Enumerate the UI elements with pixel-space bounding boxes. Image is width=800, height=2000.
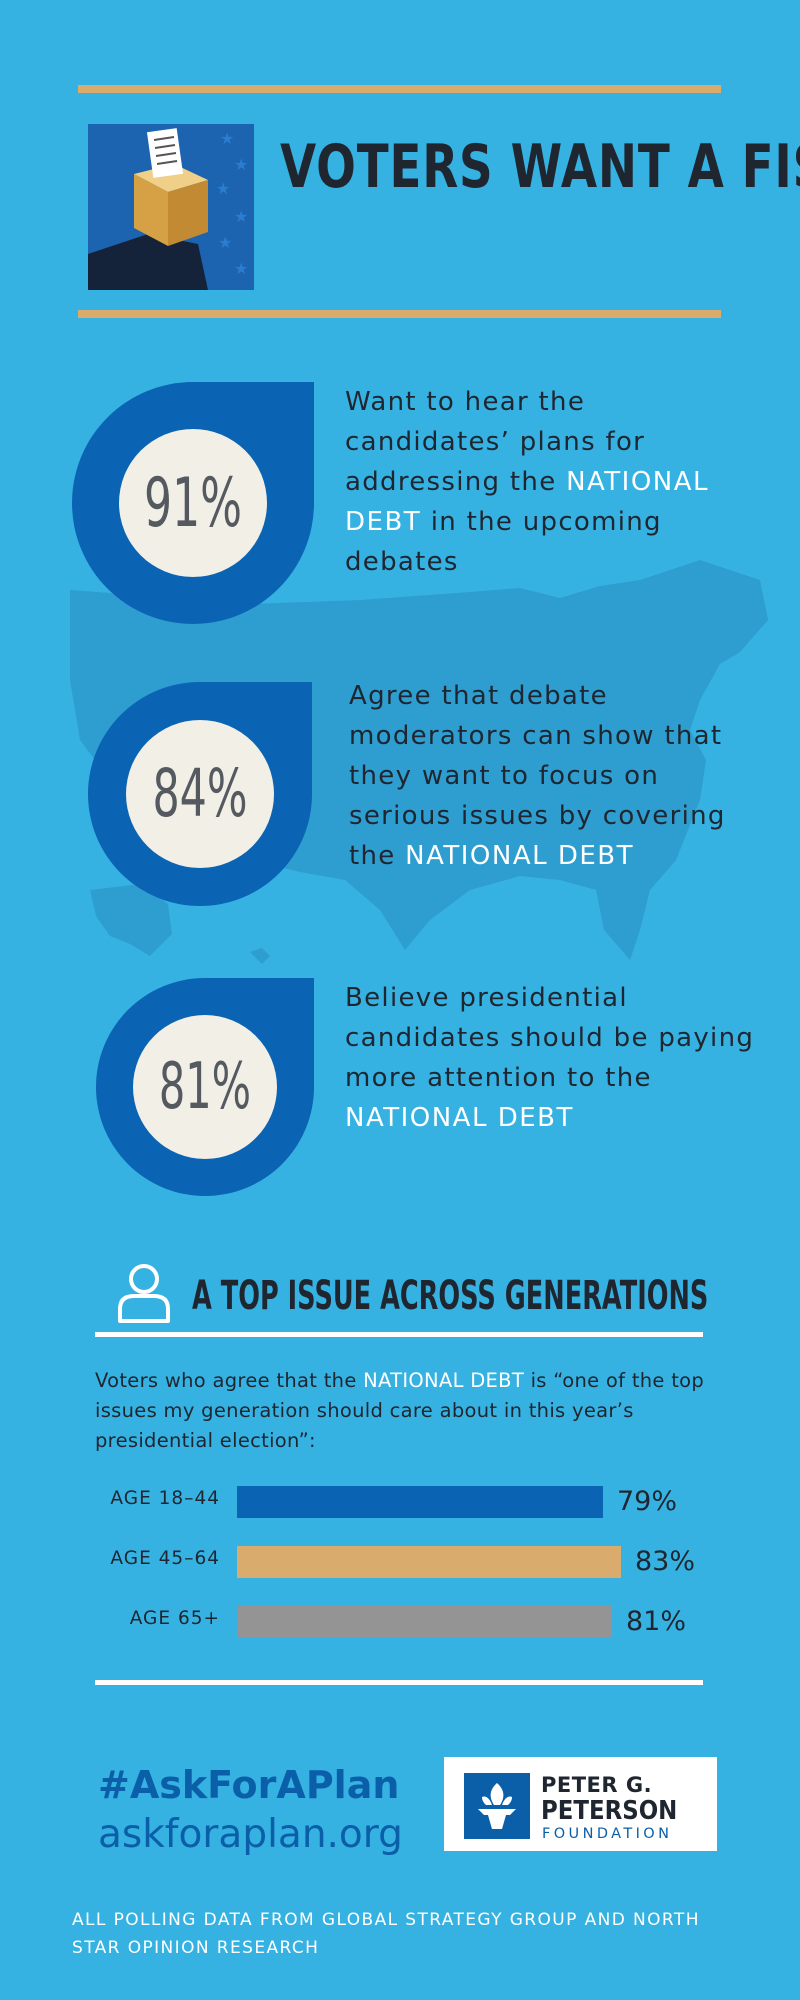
stat-percent: 84% xyxy=(152,755,248,832)
us-map-silhouette xyxy=(70,560,768,964)
page-title: VOTERS WANT A FISCAL PLAN xyxy=(280,132,800,202)
section-bottom-rule xyxy=(95,1680,703,1685)
national-debt-highlight: NATIONAL DEBT xyxy=(345,1103,574,1133)
stat-description: Agree that debate moderators can show th… xyxy=(349,681,726,871)
svg-text:★: ★ xyxy=(220,129,234,148)
national-debt-highlight: NATIONAL DEBT xyxy=(363,1369,525,1392)
bar-age-45-64 xyxy=(237,1546,621,1578)
stat-item: 84% Agree that debate moderators can sho… xyxy=(88,681,748,912)
section-intro: Voters who agree that the NATIONAL DEBT … xyxy=(95,1369,705,1452)
bar-category-label: AGE 18–44 xyxy=(110,1488,220,1509)
bar-value-label: 83% xyxy=(635,1546,696,1577)
section-top-rule xyxy=(95,1332,703,1337)
stat-percent: 91% xyxy=(144,464,242,543)
bar-category-label: AGE 65+ xyxy=(129,1608,220,1629)
bar-value-label: 79% xyxy=(617,1486,678,1517)
stat-percent: 81% xyxy=(158,1050,252,1124)
national-debt-highlight: NATIONAL DEBT xyxy=(345,467,710,537)
svg-text:★: ★ xyxy=(234,207,248,226)
bar-age-65-plus xyxy=(237,1606,612,1638)
drop-shape xyxy=(96,978,314,1196)
stat-description: Want to hear the candidates’ plans for a… xyxy=(345,387,710,577)
svg-text:★: ★ xyxy=(234,155,248,174)
bar-category-label: AGE 45–64 xyxy=(110,1548,220,1569)
logo-text-line: PETER G. xyxy=(541,1773,653,1797)
bar-value-label: 81% xyxy=(626,1606,687,1637)
torch-icon xyxy=(464,1773,530,1839)
logo-text-line: PETERSON xyxy=(541,1796,678,1826)
stat-item: 91% Want to hear the candidates’ plans f… xyxy=(72,382,752,624)
bar-row: AGE 65+ 81% xyxy=(0,1602,800,1642)
national-debt-highlight: NATIONAL DEBT xyxy=(405,841,635,871)
person-icon xyxy=(118,1264,170,1323)
ballot-box-icon: ★ ★ ★ ★ ★ ★ xyxy=(88,124,254,290)
drop-shape xyxy=(72,382,314,624)
svg-text:★: ★ xyxy=(218,233,232,252)
svg-text:★: ★ xyxy=(234,259,248,278)
hashtag: #AskForAPlan xyxy=(98,1763,400,1807)
peterson-foundation-logo: PETER G. PETERSON FOUNDATION xyxy=(444,1757,717,1851)
bottom-gold-rule xyxy=(78,310,721,318)
stat-item: 81% Believe presidential candidates shou… xyxy=(96,978,756,1198)
logo-text-line: FOUNDATION xyxy=(542,1826,673,1842)
drop-shape xyxy=(88,682,312,906)
section-title: A TOP ISSUE ACROSS GENERATIONS xyxy=(192,1273,709,1319)
bar-row: AGE 45–64 83% xyxy=(0,1542,800,1582)
svg-text:★: ★ xyxy=(216,179,230,198)
website-link[interactable]: askforaplan.org xyxy=(98,1812,403,1857)
top-gold-rule xyxy=(78,85,721,93)
bar-age-18-44 xyxy=(237,1486,603,1518)
bar-row: AGE 18–44 79% xyxy=(0,1482,800,1522)
stat-description: Believe presidential candidates should b… xyxy=(345,983,755,1133)
source-note: ALL POLLING DATA FROM GLOBAL STRATEGY GR… xyxy=(72,1910,700,1958)
